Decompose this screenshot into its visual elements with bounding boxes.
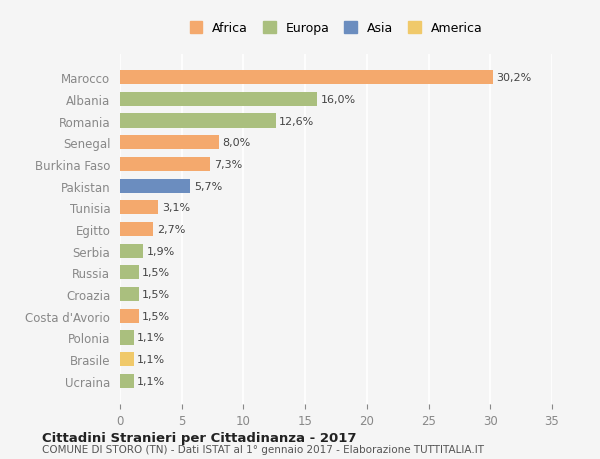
Bar xyxy=(120,266,139,280)
Bar xyxy=(120,353,134,366)
Text: 3,1%: 3,1% xyxy=(162,203,190,213)
Bar xyxy=(120,157,210,172)
Text: 1,1%: 1,1% xyxy=(137,354,166,364)
Text: COMUNE DI STORO (TN) - Dati ISTAT al 1° gennaio 2017 - Elaborazione TUTTITALIA.I: COMUNE DI STORO (TN) - Dati ISTAT al 1° … xyxy=(42,444,484,454)
Text: 7,3%: 7,3% xyxy=(214,160,242,169)
Text: Cittadini Stranieri per Cittadinanza - 2017: Cittadini Stranieri per Cittadinanza - 2… xyxy=(42,431,356,444)
Text: 16,0%: 16,0% xyxy=(321,95,356,105)
Text: 1,5%: 1,5% xyxy=(142,311,170,321)
Bar xyxy=(120,114,275,129)
Text: 1,9%: 1,9% xyxy=(147,246,175,256)
Text: 1,5%: 1,5% xyxy=(142,268,170,278)
Text: 1,1%: 1,1% xyxy=(137,376,166,386)
Text: 2,7%: 2,7% xyxy=(157,224,185,235)
Bar xyxy=(120,136,219,150)
Text: 5,7%: 5,7% xyxy=(194,181,223,191)
Bar xyxy=(120,330,134,345)
Bar xyxy=(120,201,158,215)
Text: 12,6%: 12,6% xyxy=(279,116,314,126)
Bar xyxy=(120,71,493,85)
Bar xyxy=(120,287,139,302)
Legend: Africa, Europa, Asia, America: Africa, Europa, Asia, America xyxy=(184,16,488,41)
Text: 8,0%: 8,0% xyxy=(223,138,251,148)
Bar xyxy=(120,309,139,323)
Bar xyxy=(120,223,154,236)
Text: 30,2%: 30,2% xyxy=(496,73,532,83)
Text: 1,5%: 1,5% xyxy=(142,290,170,299)
Bar xyxy=(120,244,143,258)
Bar xyxy=(120,179,190,193)
Text: 1,1%: 1,1% xyxy=(137,333,166,343)
Bar xyxy=(120,93,317,106)
Bar xyxy=(120,374,134,388)
